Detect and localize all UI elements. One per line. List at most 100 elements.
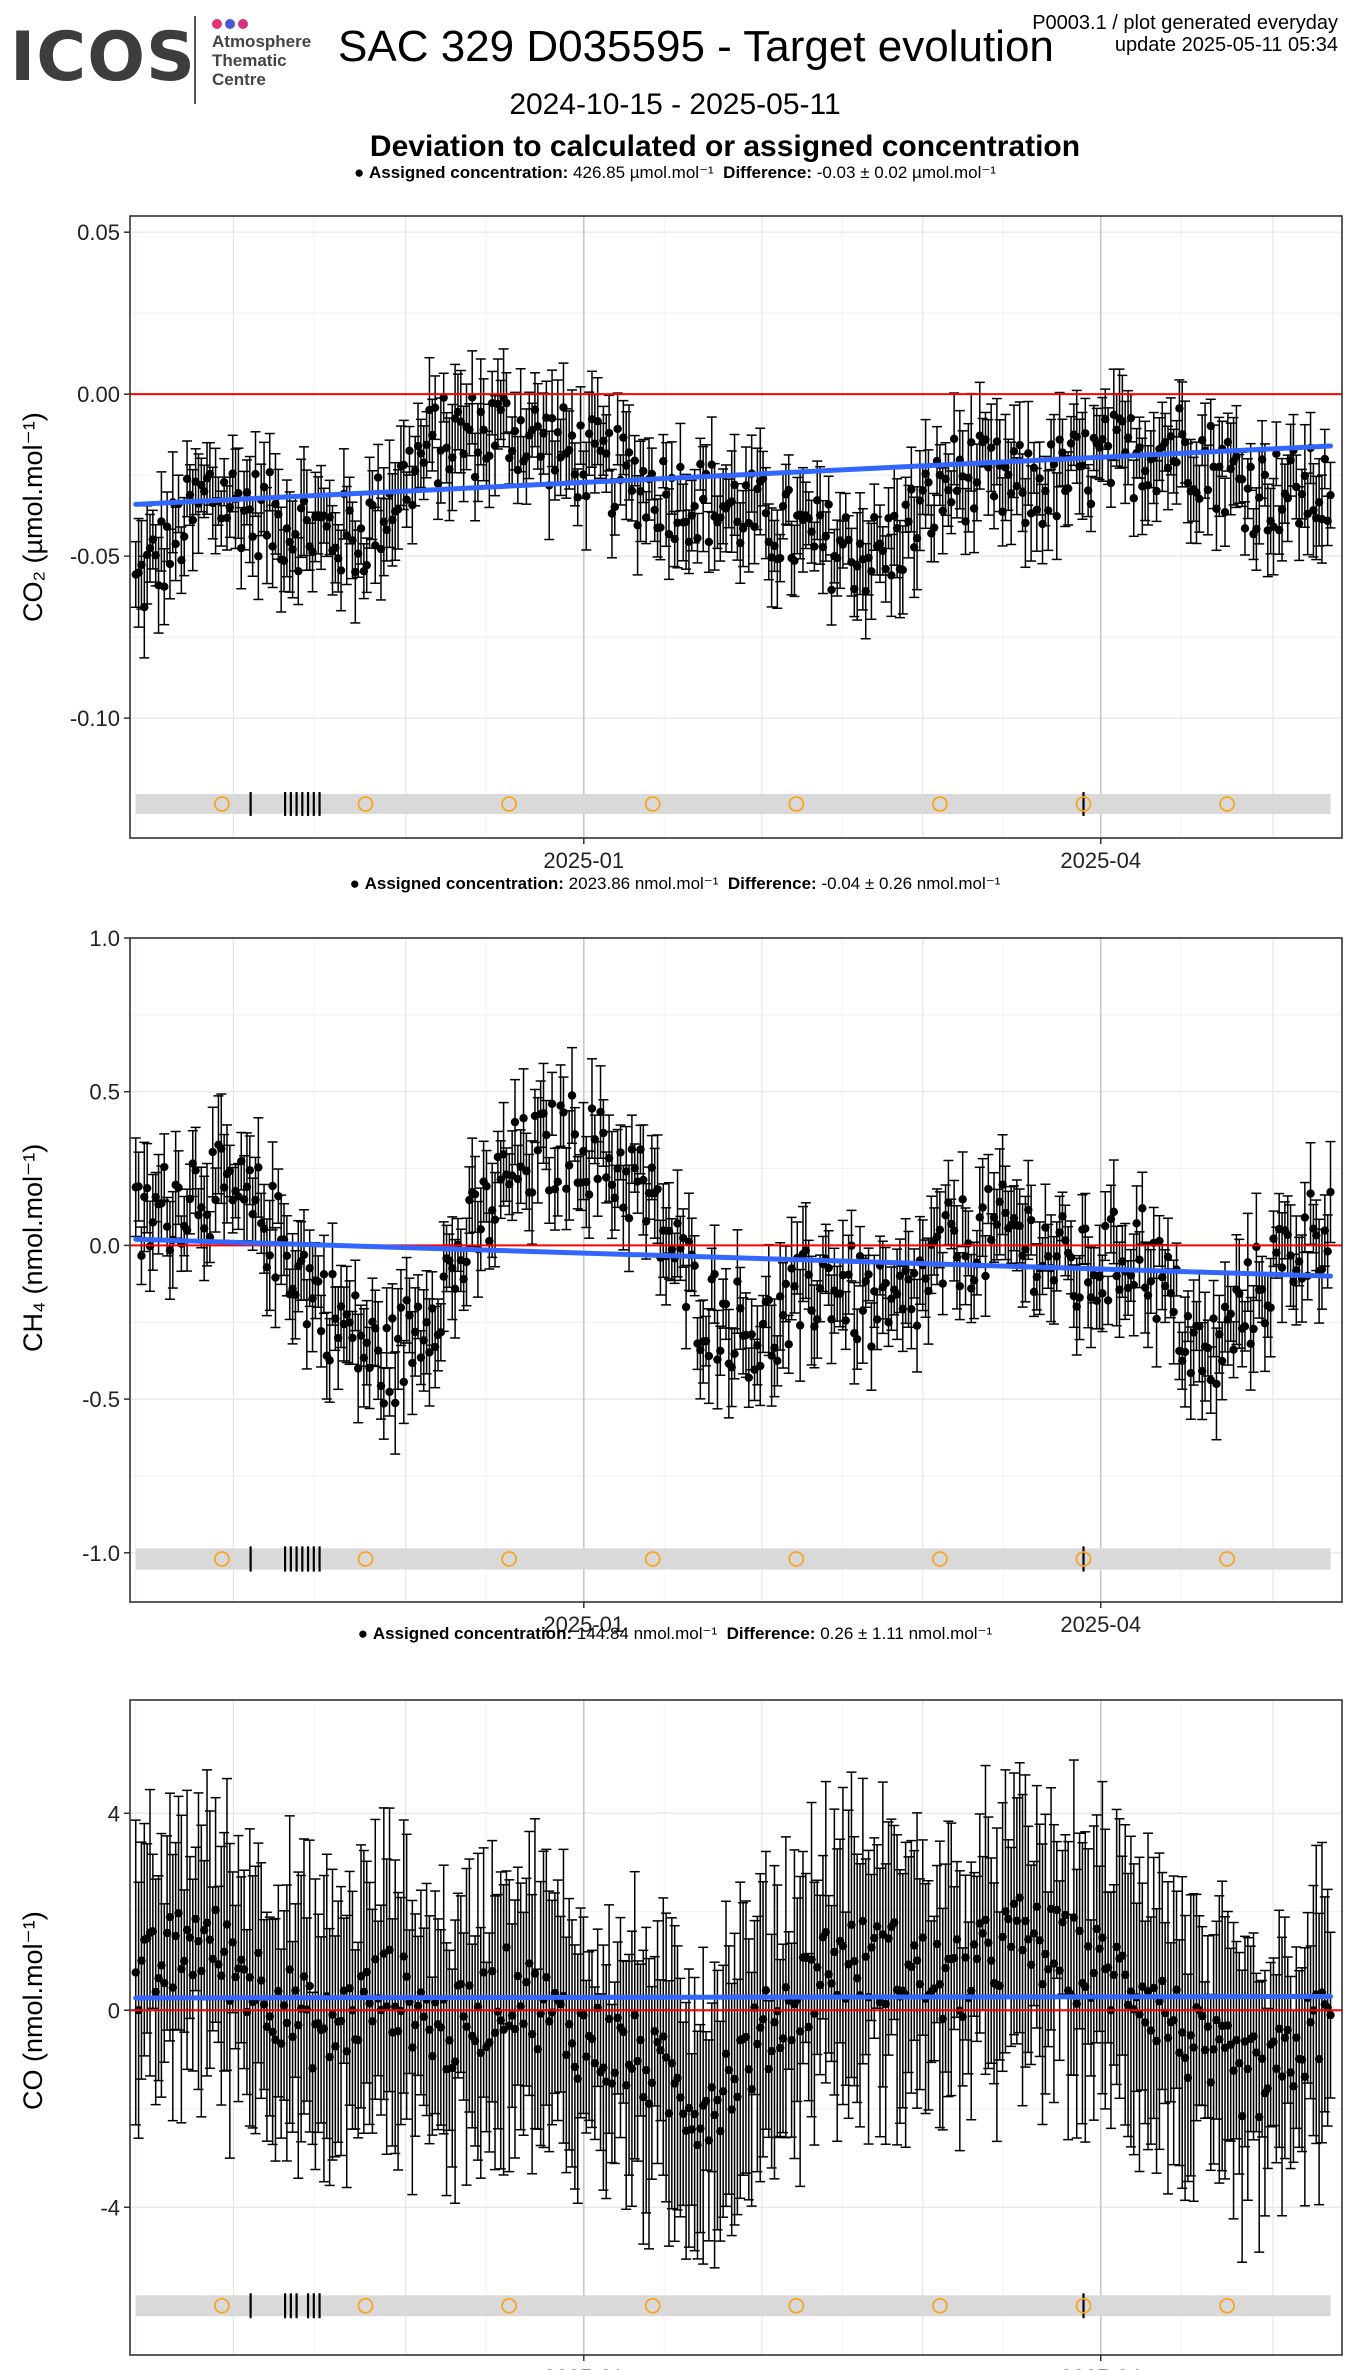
data-point [1226,1309,1235,1319]
data-point [944,1198,953,1207]
data-point [351,1291,360,1300]
data-point [291,1290,300,1300]
data-point [505,1179,514,1189]
data-point [1083,486,1093,495]
data-point [1063,484,1073,493]
data-point [661,490,671,499]
data-point [810,1322,819,1331]
data-point [519,1113,528,1123]
data-point [559,1108,568,1117]
data-point [288,2032,297,2042]
data-point [1155,1236,1164,1246]
data-point [1206,421,1215,431]
data-point [1160,438,1170,447]
data-point [821,532,831,541]
data-point [185,1933,195,1942]
data-point [984,1184,993,1194]
data-point [428,2051,437,2061]
data-point [476,407,485,417]
data-point [807,527,816,536]
calibration-circle [788,1551,805,1567]
data-point [425,1348,434,1357]
data-point [234,489,243,498]
logo-wordmark: ICOS [10,18,196,97]
data-point [496,1175,505,1184]
data-point [1001,463,1010,472]
data-point [465,425,474,434]
calibration-circle [1219,796,1236,812]
data-point [271,1273,280,1282]
data-point [485,451,494,461]
data-point [459,1274,468,1284]
data-point [362,1338,371,1347]
data-point [336,1302,346,1311]
data-point [177,555,186,565]
data-point [852,562,862,571]
data-point [1309,506,1318,515]
data-point [219,1183,229,1192]
data-point [1317,1265,1327,1274]
data-point [157,1961,166,1970]
data-point [1109,1207,1118,1217]
data-point [291,1986,300,1995]
data-point [197,1966,206,1976]
data-point [485,1236,494,1246]
data-point [627,1145,637,1154]
data-point [1044,1252,1053,1261]
data-point [453,407,463,417]
data-point [1297,489,1307,499]
data-point [154,1973,163,1983]
data-point [1212,504,1221,513]
data-point [336,2016,346,2026]
data-point [698,494,708,504]
data-point [610,1193,619,1202]
data-point [904,517,913,526]
data-point [813,496,822,505]
data-point [522,1167,531,1176]
data-point [391,1398,400,1408]
data-point [1092,1296,1101,1305]
data-point [219,1947,229,1957]
data-point [607,509,617,518]
y-tick-label: -0.05 [70,544,120,569]
data-point [487,1967,497,1976]
data-point [1203,485,1213,495]
data-point [1257,455,1267,464]
data-point [547,1099,557,1109]
data-point [1061,1236,1070,1245]
data-point [952,486,962,496]
data-point [527,1188,537,1197]
data-point [690,1261,699,1270]
data-point [533,422,543,431]
data-point [376,1381,386,1391]
data-point [151,1987,160,1997]
data-point [1323,1247,1332,1256]
data-point [1024,1205,1033,1215]
data-point [462,1257,471,1267]
data-point [462,2022,471,2032]
y-tick-label: 0.05 [77,220,120,245]
data-point [413,2001,423,2011]
logo-divider [194,16,196,104]
data-point [921,469,930,479]
data-point [282,1251,292,1260]
data-point [382,525,391,535]
x-tick-label: 2025-01 [543,1612,624,1637]
calibration-circle [501,796,518,812]
data-point [1126,413,1136,423]
data-point [567,1091,577,1100]
data-point [456,417,466,426]
data-point [647,1163,657,1172]
data-point [162,1222,172,1231]
data-point [199,487,209,496]
data-point [445,1256,454,1265]
data-point [362,1967,371,1977]
data-point [932,1232,942,1241]
meta-line-2: update 2025-05-11 05:34 [1114,34,1338,56]
data-point [459,2012,468,2021]
data-point [188,1970,197,1980]
data-point [864,1270,873,1279]
data-point [1283,1230,1292,1239]
data-point [898,565,907,575]
data-point [1123,433,1133,442]
